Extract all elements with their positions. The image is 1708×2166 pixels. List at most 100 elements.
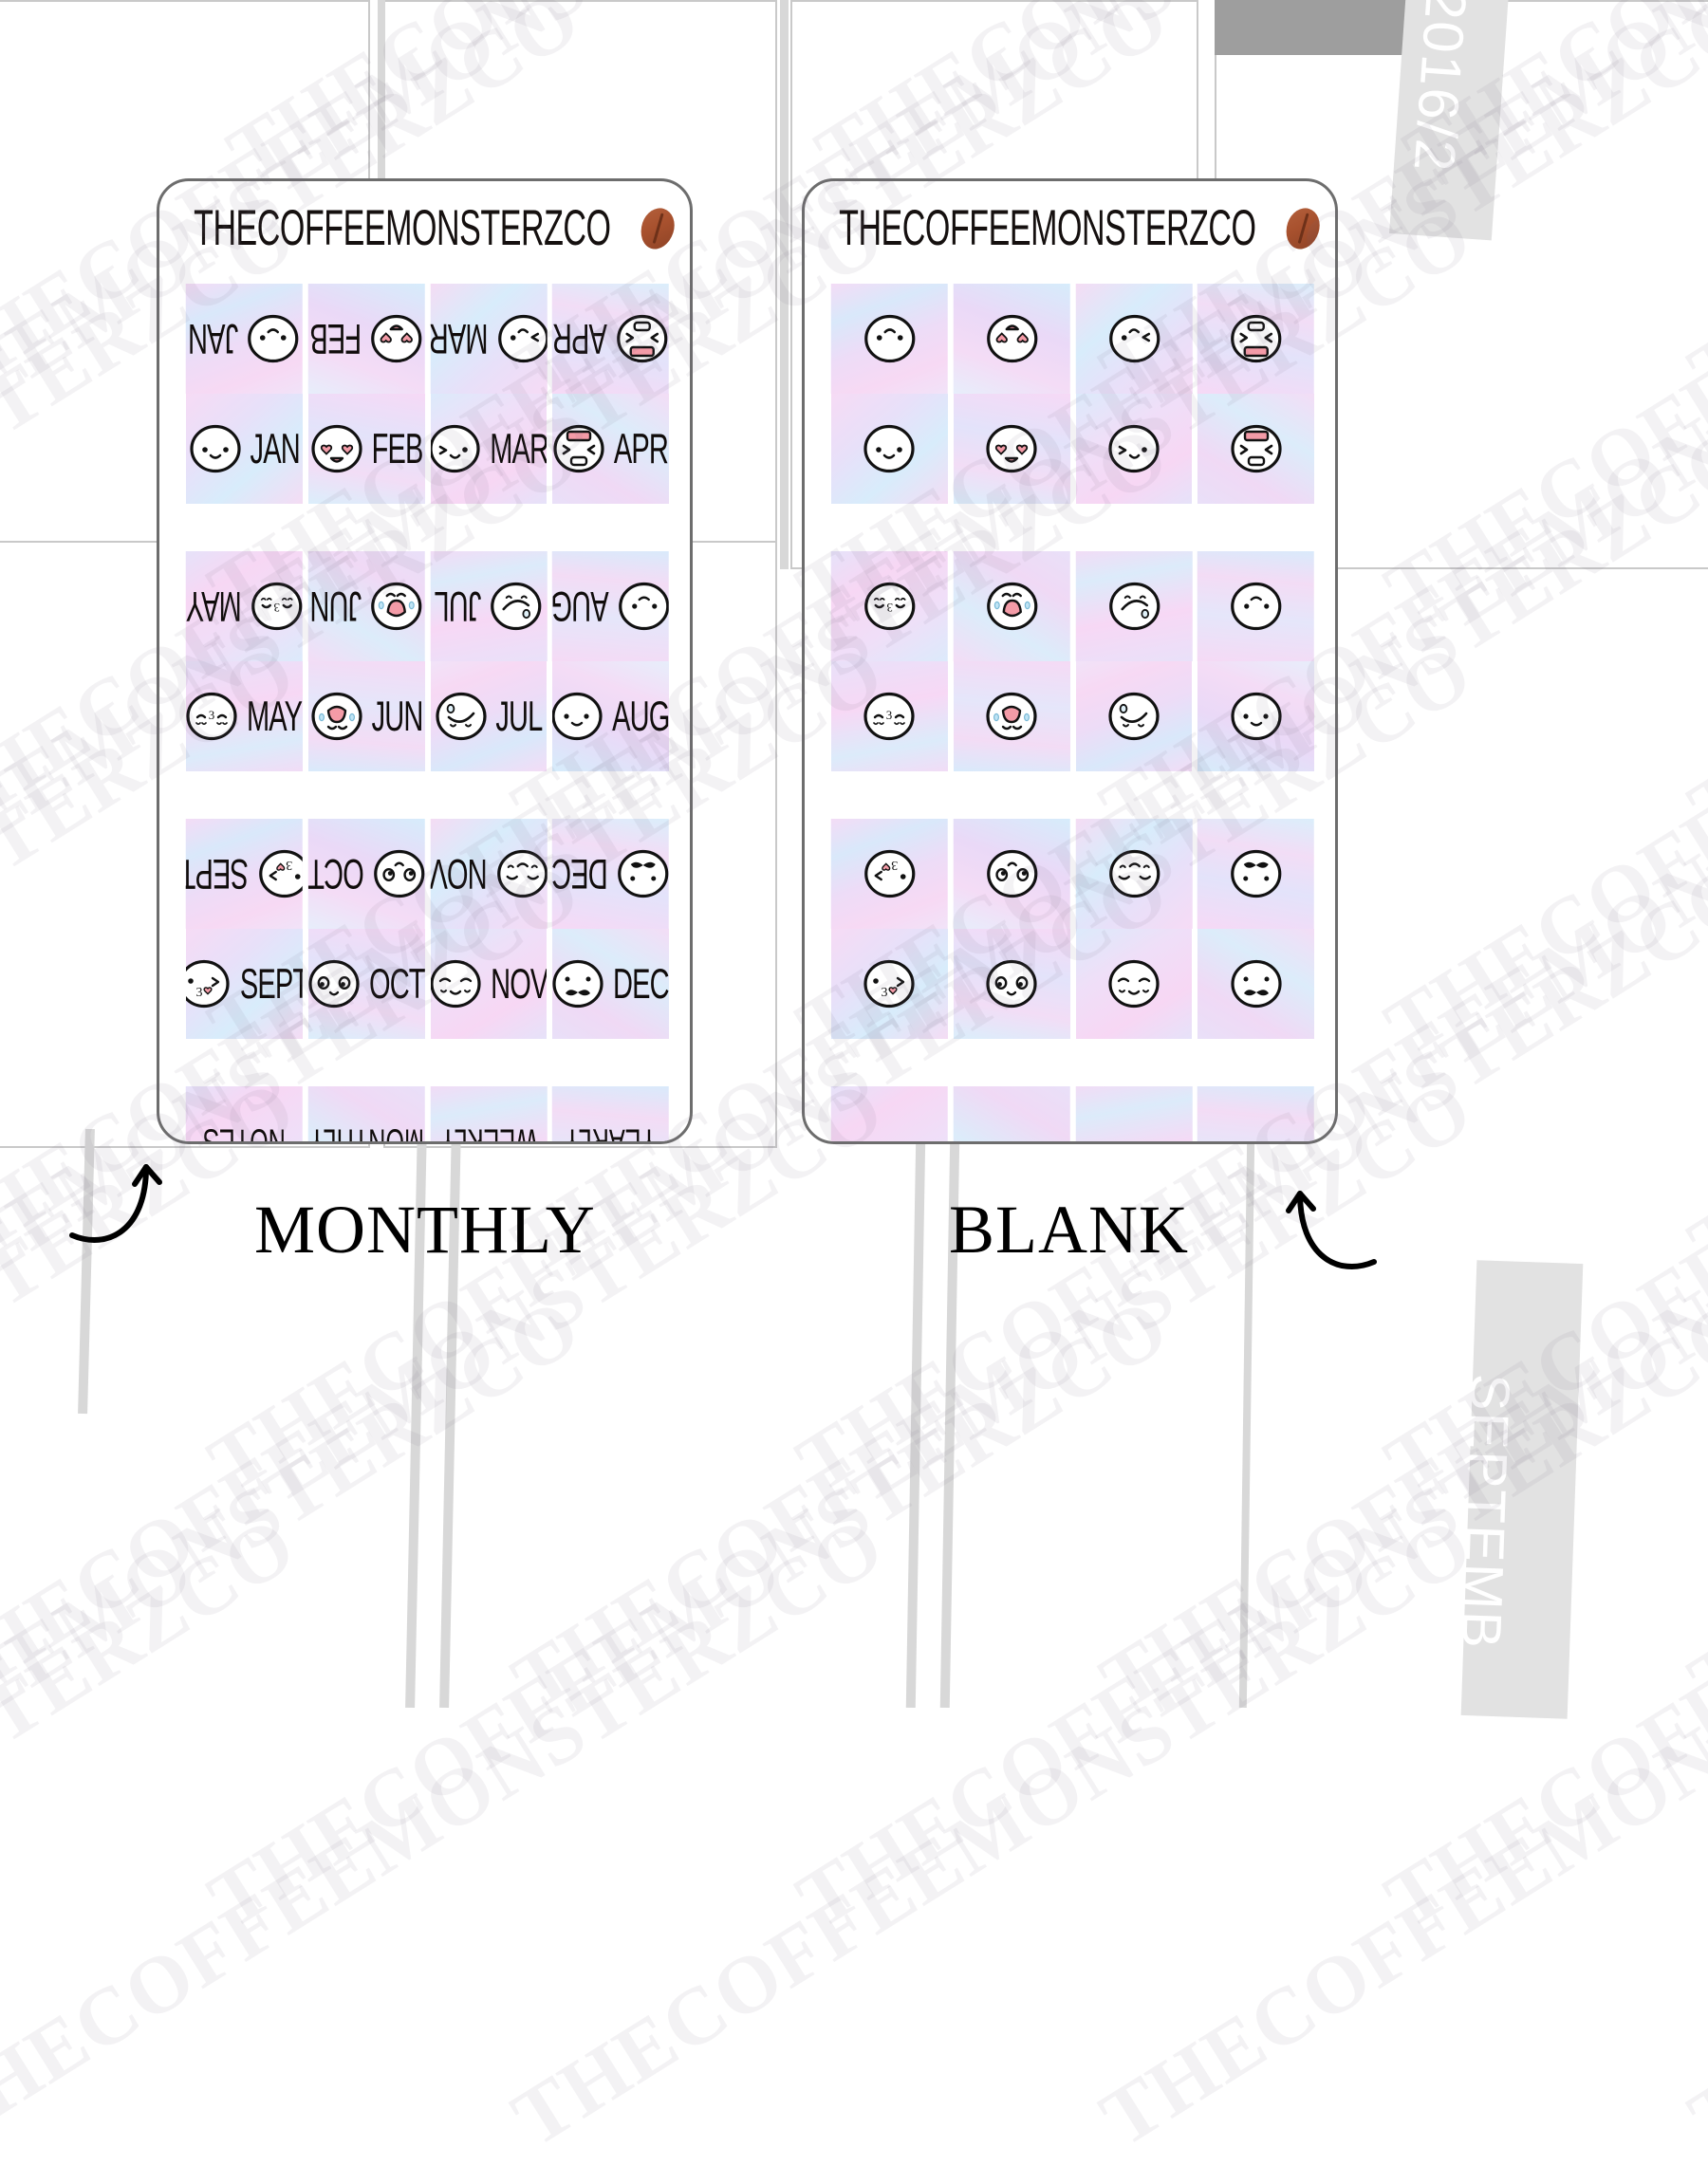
sticker-content bbox=[982, 689, 1041, 744]
sticker-cell[interactable]: 3 MAY bbox=[186, 551, 303, 661]
sticker-cell[interactable]: DEC bbox=[552, 929, 669, 1039]
sticker-content: FEB bbox=[308, 421, 425, 476]
sticker-cell[interactable]: FEB bbox=[307, 284, 425, 394]
sticker-cell[interactable]: MAR bbox=[430, 284, 548, 394]
month-label: SEPT bbox=[240, 959, 303, 1008]
month-label: FEB bbox=[371, 424, 423, 472]
sticker-cell[interactable] bbox=[953, 1086, 1070, 1141]
mustache-face-icon bbox=[552, 956, 607, 1011]
sticker-cell[interactable] bbox=[1075, 819, 1193, 929]
sticker-cell[interactable]: 3 bbox=[831, 661, 948, 771]
sticker-cell[interactable]: APR bbox=[552, 284, 669, 394]
sweat-smile-face-icon bbox=[432, 689, 491, 744]
sticker-content: OCT bbox=[308, 846, 425, 901]
sticker-cell[interactable] bbox=[1197, 551, 1314, 661]
sticker-cell[interactable] bbox=[1075, 284, 1193, 394]
sticker-content: AUG bbox=[552, 579, 669, 634]
sticker-cell[interactable] bbox=[1197, 819, 1314, 929]
sticker-cell[interactable] bbox=[1197, 394, 1314, 504]
sticker-content: MONTHLY bbox=[308, 1121, 425, 1141]
section-label: WEEKLY bbox=[439, 1121, 538, 1144]
sticker-cell[interactable]: JAN bbox=[186, 284, 303, 394]
kiss-three-face-icon: 3 bbox=[254, 846, 303, 901]
svg-text:3: 3 bbox=[286, 858, 292, 872]
sticker-cell[interactable] bbox=[953, 661, 1070, 771]
sticker-cell[interactable]: JUN bbox=[307, 551, 425, 661]
sticker-cell[interactable] bbox=[1197, 284, 1314, 394]
sticker-cell[interactable] bbox=[1197, 661, 1314, 771]
coffee-bean-icon bbox=[1281, 203, 1326, 254]
year-band-label: 2016/2 bbox=[1402, 0, 1478, 176]
sticker-cell[interactable] bbox=[831, 284, 948, 394]
sticker-cell[interactable]: 3 bbox=[831, 551, 948, 661]
sticker-cell[interactable]: NOTES bbox=[186, 1086, 303, 1141]
month-label: FEB bbox=[310, 315, 362, 363]
sweat-smile-face-icon bbox=[487, 579, 546, 634]
month-label: OCT bbox=[307, 850, 364, 898]
month-label: NOV bbox=[490, 959, 548, 1008]
sticker-cell[interactable]: 3 SEPT bbox=[186, 819, 303, 929]
sticker-cell[interactable]: JUN bbox=[307, 661, 425, 771]
sticker-cell[interactable] bbox=[1075, 929, 1193, 1039]
month-label: JUL bbox=[435, 583, 482, 631]
sticker-content bbox=[1227, 421, 1286, 476]
kiss-three-face-icon: 3 bbox=[860, 956, 919, 1011]
sticker-cell[interactable] bbox=[831, 1086, 948, 1141]
sticker-cell[interactable]: NOV bbox=[430, 929, 548, 1039]
bg-gray-band-4 bbox=[1215, 0, 1423, 55]
sticker-cell[interactable]: OCT bbox=[307, 929, 425, 1039]
sticker-cell[interactable]: MAR bbox=[430, 394, 548, 504]
sticker-cell[interactable]: 3 SEPT bbox=[186, 929, 303, 1039]
sticker-cell[interactable] bbox=[953, 394, 1070, 504]
big-eyes-smile-face-icon bbox=[982, 956, 1041, 1011]
blush-three-face-icon: 3 bbox=[860, 689, 919, 744]
sticker-cell[interactable] bbox=[1075, 1086, 1193, 1141]
sticker-cell[interactable]: DEC bbox=[552, 819, 669, 929]
sticker-content bbox=[1227, 689, 1286, 744]
sticker-cell[interactable] bbox=[1197, 1086, 1314, 1141]
sticker-content: JUL bbox=[432, 689, 546, 744]
sticker-cell[interactable] bbox=[831, 394, 948, 504]
sticker-grid-blank: 3 3 3 3 bbox=[831, 284, 1314, 1141]
sticker-content bbox=[1105, 846, 1163, 901]
coffee-bean-icon bbox=[636, 203, 680, 254]
sticker-content: 3 SEPT bbox=[186, 956, 303, 1011]
sticker-cell[interactable]: NOV bbox=[430, 819, 548, 929]
sticker-cell[interactable]: APR bbox=[552, 394, 669, 504]
month-label: JUN bbox=[310, 583, 362, 631]
sticker-cell[interactable] bbox=[1075, 661, 1193, 771]
sticker-cell[interactable]: YEARLY bbox=[552, 1086, 669, 1144]
sticker-cell[interactable]: 3 MAY bbox=[186, 661, 303, 771]
sticker-cell[interactable]: FEB bbox=[307, 394, 425, 504]
sticker-cell[interactable]: JUL bbox=[430, 551, 548, 661]
open-mouth-tears-face-icon bbox=[982, 579, 1041, 634]
wink-smile-face-icon bbox=[1105, 311, 1163, 366]
sticker-cell[interactable] bbox=[953, 551, 1070, 661]
sticker-cell[interactable]: 3 bbox=[831, 929, 948, 1039]
section-label: YEARLY bbox=[564, 1121, 658, 1144]
sticker-content: OCT bbox=[308, 956, 425, 1011]
mustache-face-icon bbox=[614, 846, 669, 901]
month-label: MAR bbox=[430, 315, 488, 363]
sticker-sheet-blank[interactable]: THECOFFEEMONSTERZCO 3 3 3 3 bbox=[802, 178, 1338, 1144]
sticker-content: JAN bbox=[186, 421, 303, 476]
sticker-cell[interactable]: 3 bbox=[831, 819, 948, 929]
sticker-cell[interactable]: WEEKLY bbox=[430, 1086, 548, 1144]
sticker-content bbox=[1105, 579, 1163, 634]
sticker-cell[interactable] bbox=[953, 929, 1070, 1039]
sticker-cell[interactable]: JAN bbox=[186, 394, 303, 504]
sticker-cell[interactable]: MONTHLY bbox=[307, 1086, 425, 1141]
sticker-content: JUL bbox=[432, 579, 546, 634]
sticker-cell[interactable] bbox=[1075, 551, 1193, 661]
sticker-cell[interactable]: OCT bbox=[307, 819, 425, 929]
sticker-sheet-monthly[interactable]: THECOFFEEMONSTERZCO JAN FEB MAR APR JAN FEB MA… bbox=[157, 178, 693, 1144]
sticker-cell[interactable]: JUL bbox=[430, 661, 548, 771]
sticker-cell[interactable] bbox=[953, 819, 1070, 929]
sticker-cell[interactable]: AUG bbox=[552, 551, 669, 661]
block-separator bbox=[186, 504, 669, 551]
sticker-cell[interactable]: AUG bbox=[552, 661, 669, 771]
smile-dots-face-icon bbox=[244, 311, 303, 366]
sticker-cell[interactable] bbox=[1075, 394, 1193, 504]
sticker-cell[interactable] bbox=[953, 284, 1070, 394]
sticker-cell[interactable] bbox=[1197, 929, 1314, 1039]
